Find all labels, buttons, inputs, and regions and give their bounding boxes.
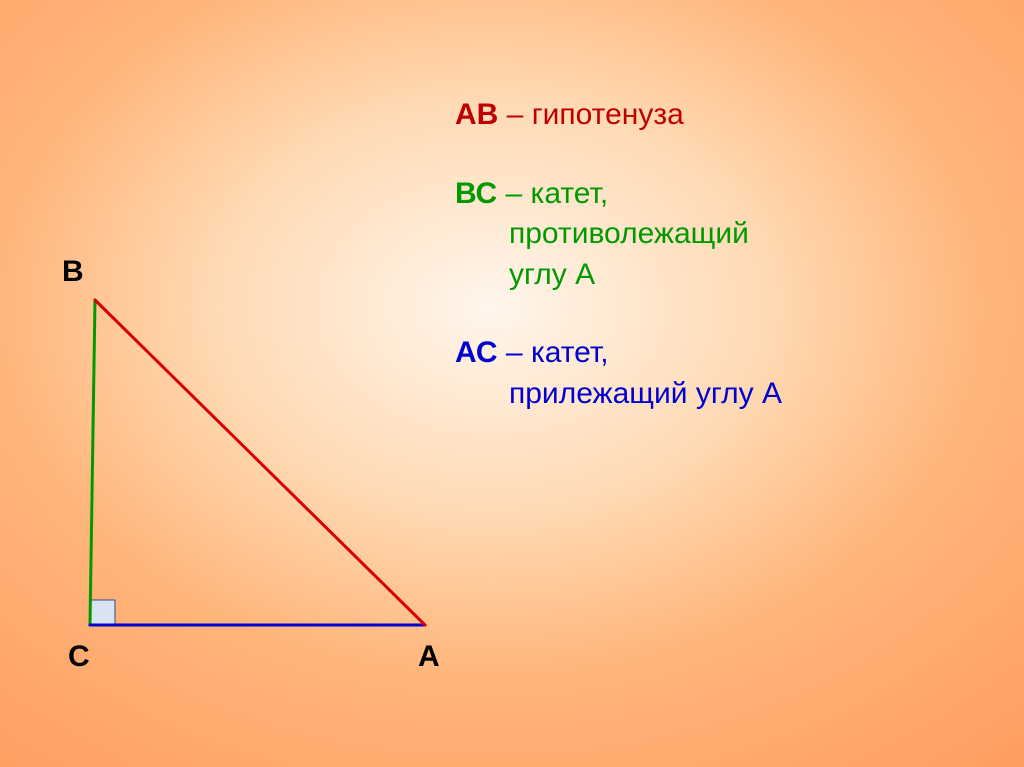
legend-item-ac: АС – катет, прилежащий углу А xyxy=(455,333,985,414)
legend-prefix-ac: АС xyxy=(455,336,498,369)
right-angle-marker xyxy=(90,600,115,625)
legend-block: АВ – гипотенуза ВС – катет, противолежащ… xyxy=(455,95,985,452)
side-ab xyxy=(95,300,425,625)
legend-text-bc-1: противолежащий xyxy=(509,217,749,250)
legend-prefix-bc: ВС xyxy=(455,177,497,210)
legend-text-bc-0: – катет, xyxy=(497,177,608,210)
legend-text-ac-1: прилежащий углу А xyxy=(509,377,782,410)
legend-item-ab: АВ – гипотенуза xyxy=(455,95,985,136)
vertex-label-a: А xyxy=(418,640,440,674)
legend-text-bc-2: углу А xyxy=(509,258,595,291)
vertex-label-b: В xyxy=(62,255,84,289)
side-bc xyxy=(90,300,95,625)
legend-item-bc: ВС – катет, противолежащий углу А xyxy=(455,174,985,296)
legend-text-ab-0: – гипотенуза xyxy=(498,98,683,131)
legend-prefix-ab: АВ xyxy=(455,98,498,131)
slide-canvas: В С А АВ – гипотенуза ВС – катет, против… xyxy=(0,0,1024,767)
vertex-label-c: С xyxy=(68,640,90,674)
legend-text-ac-0: – катет, xyxy=(498,336,609,369)
